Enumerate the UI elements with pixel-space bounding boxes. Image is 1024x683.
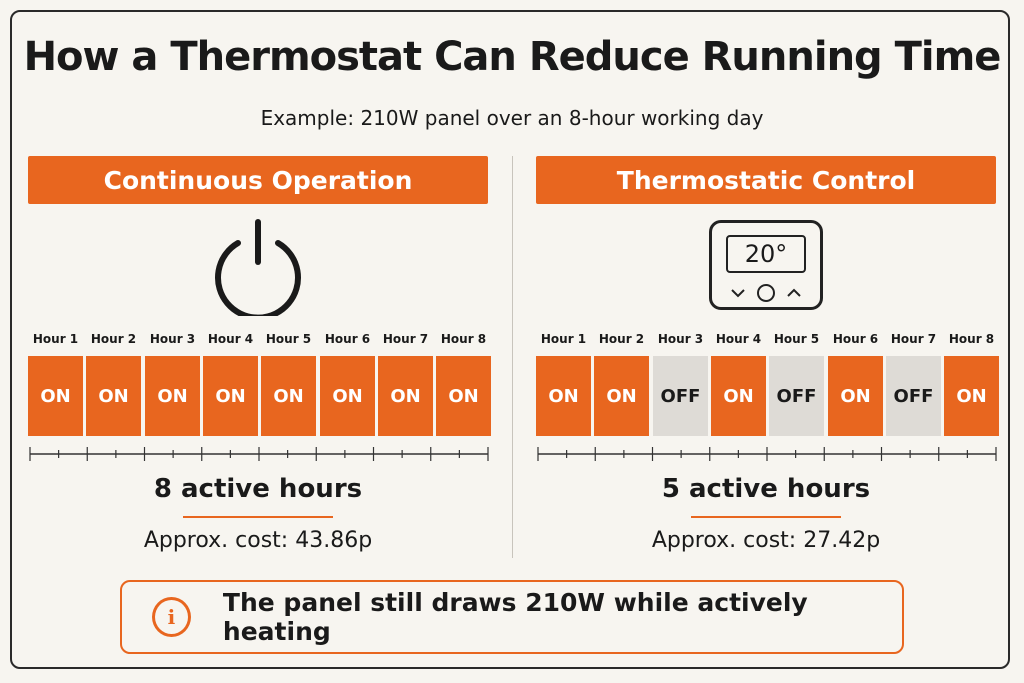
left-hour-7: Hour 7 ON	[378, 326, 433, 436]
hour-state-cell: ON	[261, 356, 316, 436]
hour-state-cell: ON	[145, 356, 200, 436]
thermostat-icon: 20°	[709, 220, 823, 310]
hour-state-cell: ON	[378, 356, 433, 436]
hour-state-cell: ON	[828, 356, 883, 436]
hour-state-cell: OFF	[886, 356, 941, 436]
hour-label: Hour 7	[890, 332, 937, 346]
hour-label: Hour 5	[265, 332, 312, 346]
left-hour-2: Hour 2 ON	[86, 326, 141, 436]
thermostatic-banner: Thermostatic Control	[536, 156, 996, 204]
info-note-text: The panel still draws 210W while activel…	[222, 588, 808, 646]
info-icon: i	[152, 597, 191, 637]
continuous-cost: Approx. cost: 43.86p	[143, 528, 373, 553]
power-icon	[215, 219, 301, 316]
hour-state-cell: ON	[28, 356, 83, 436]
hour-label: Hour 3	[149, 332, 196, 346]
thermostatic-panel: Thermostatic Control 20° Hour 1 ON Hour 2 O…	[536, 156, 999, 566]
hour-state-cell: ON	[536, 356, 591, 436]
hour-label: Hour 4	[207, 332, 254, 346]
right-hour-3: Hour 3 OFF	[653, 326, 708, 436]
page-title: How a Thermostat Can Reduce Running Time	[23, 34, 1002, 80]
hour-label: Hour 3	[657, 332, 704, 346]
hour-label: Hour 8	[948, 332, 995, 346]
hour-state-cell: ON	[203, 356, 258, 436]
right-hour-1: Hour 1 ON	[536, 326, 591, 436]
panel-divider	[512, 156, 513, 558]
hour-state-cell: ON	[594, 356, 649, 436]
hour-state-cell: ON	[711, 356, 766, 436]
page-subtitle: Example: 210W panel over an 8-hour worki…	[260, 106, 764, 130]
hour-label: Hour 6	[832, 332, 879, 346]
hour-state-cell: ON	[944, 356, 999, 436]
hour-label: Hour 2	[598, 332, 645, 346]
left-hour-3: Hour 3 ON	[145, 326, 200, 436]
thermostatic-hours: Hour 1 ON Hour 2 ON Hour 3 OFF Hour 4 ON Hour 5 O…	[536, 326, 999, 446]
hour-state-cell: ON	[86, 356, 141, 436]
hour-label: Hour 1	[540, 332, 587, 346]
thermostatic-active-hours: 5 active hours	[661, 474, 871, 504]
left-hour-5: Hour 5 ON	[261, 326, 316, 436]
right-hour-8: Hour 8 ON	[944, 326, 999, 436]
right-hour-7: Hour 7 OFF	[886, 326, 941, 436]
continuous-active-hours: 8 active hours	[153, 474, 363, 504]
hour-label: Hour 6	[324, 332, 371, 346]
hour-label: Hour 1	[32, 332, 79, 346]
right-hour-2: Hour 2 ON	[594, 326, 649, 436]
chevron-down-icon	[731, 289, 745, 298]
continuous-underline	[183, 516, 333, 518]
continuous-hours: Hour 1 ON Hour 2 ON Hour 3 ON Hour 4 ON Hour 5 ON…	[28, 326, 491, 446]
hour-state-cell: ON	[436, 356, 491, 436]
thermostatic-cost: Approx. cost: 27.42p	[651, 528, 881, 553]
right-hour-5: Hour 5 OFF	[769, 326, 824, 436]
hour-label: Hour 2	[90, 332, 137, 346]
right-hour-4: Hour 4 ON	[711, 326, 766, 436]
left-hour-1: Hour 1 ON	[28, 326, 83, 436]
chevron-up-icon	[787, 288, 801, 297]
continuous-panel: Continuous Operation Hour 1 ON Hour 2 ON Hou…	[28, 156, 491, 566]
thermostat-display: 20°	[726, 235, 806, 273]
continuous-timeline	[29, 447, 489, 461]
hour-label: Hour 5	[773, 332, 820, 346]
diagram-frame	[10, 10, 1010, 669]
left-hour-6: Hour 6 ON	[320, 326, 375, 436]
hour-state-cell: OFF	[769, 356, 824, 436]
hour-label: Hour 7	[382, 332, 429, 346]
hour-state-cell: ON	[320, 356, 375, 436]
thermostatic-underline	[691, 516, 841, 518]
continuous-banner: Continuous Operation	[28, 156, 488, 204]
thermostatic-timeline	[537, 447, 997, 461]
hour-label: Hour 4	[715, 332, 762, 346]
hour-state-cell: OFF	[653, 356, 708, 436]
info-note: i The panel still draws 210W while activ…	[120, 580, 904, 654]
left-hour-8: Hour 8 ON	[436, 326, 491, 436]
left-hour-4: Hour 4 ON	[203, 326, 258, 436]
right-hour-6: Hour 6 ON	[828, 326, 883, 436]
hour-label: Hour 8	[440, 332, 487, 346]
dial-icon	[757, 284, 775, 302]
